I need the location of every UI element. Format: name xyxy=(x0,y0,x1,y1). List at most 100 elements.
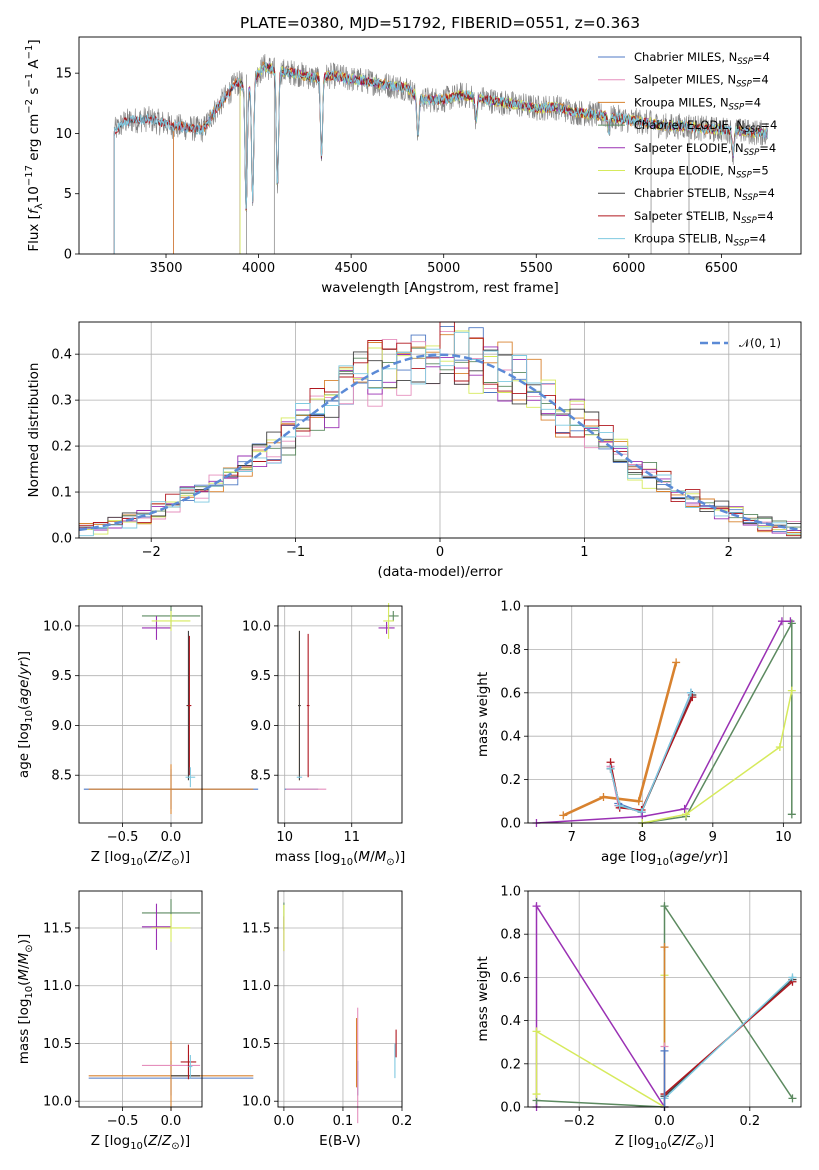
errorbar-salpeter-stelib xyxy=(187,635,192,776)
weight-marker xyxy=(637,808,646,817)
x-tick-label: 0.0 xyxy=(654,1114,675,1129)
legend-entry: Chabrier MILES, NSSP=4 xyxy=(634,50,770,67)
errorbar-chabrier-stelib xyxy=(298,630,301,781)
legend-entry: Kroupa ELODIE, NSSP=5 xyxy=(634,164,769,181)
errorbar-salpeter-elodie xyxy=(141,903,172,950)
errorbar-kroupa-stelib xyxy=(185,767,196,788)
x-tick-label: 0.0 xyxy=(161,1114,182,1129)
age-vs-Z-plot xyxy=(83,606,259,815)
x-tick-label: −0.5 xyxy=(107,1114,139,1129)
x-tick-label: 11 xyxy=(343,830,360,845)
weights-kroupa-stelib xyxy=(606,688,695,817)
y-tick-label: 0.8 xyxy=(500,643,521,658)
y-tick-label: 10.0 xyxy=(242,619,271,634)
legend-entry: Salpeter ELODIE, NSSP=4 xyxy=(634,141,776,158)
weight-marker xyxy=(660,1046,669,1055)
weight-marker xyxy=(634,797,643,806)
y-tick-label: 0.0 xyxy=(500,817,521,832)
mass-vs-Z-plot xyxy=(88,899,254,1111)
y-tick-label: 0.6 xyxy=(500,686,521,701)
weight-marker xyxy=(615,801,624,810)
weights-kroupa-stelib xyxy=(660,973,797,1103)
model-spectrum-kroupa-stelib xyxy=(113,62,768,254)
spectrum-panel: 3500 4000 4500 5000 5500 6000 6500 0 5 10 15 wavele… xyxy=(24,36,802,296)
errorbar-salpeter-elodie xyxy=(378,621,395,634)
residuals-legend: 𝒩(0, 1) xyxy=(700,336,781,350)
y-tick-label: 0 xyxy=(64,248,72,263)
age-vs-Z-x-label: Z [log10(Z/Z⊙)] xyxy=(91,849,190,868)
errorbar-kroupa-elodie xyxy=(151,610,191,631)
spectrum-x-label: wavelength [Angstrom, rest frame] xyxy=(321,280,559,296)
mass-vs-Z-y-label: mass [log10(M/M⊙)] xyxy=(16,934,35,1064)
errorbar-kroupa-stelib xyxy=(188,1055,193,1079)
spectrum-frame xyxy=(78,36,802,255)
weight-vs-Z-panel: −0.2 0.0 0.2 0.0 0.2 0.4 0.6 0.8 1.0 Z [log10(Z/Z… xyxy=(475,885,802,1152)
x-tick-label: 0 xyxy=(436,545,444,560)
x-tick-label: 0.1 xyxy=(333,1114,354,1129)
weight-vs-Z-plot xyxy=(532,902,797,1111)
age-vs-mass-frame xyxy=(277,605,403,824)
y-tick-label: 10.0 xyxy=(43,1095,72,1110)
residuals-x-label: (data-model)/error xyxy=(377,564,503,580)
errorbar-salpeter-stelib xyxy=(180,1044,197,1080)
mass-vs-EBV-panel: 0.0 0.1 0.2 10.0 10.5 11.0 11.5 E(B-V) xyxy=(242,890,412,1149)
y-tick-label: 11.0 xyxy=(43,979,72,994)
weights-kroupa-elodie xyxy=(638,686,796,827)
y-tick-label: 0.2 xyxy=(500,1057,521,1072)
weight-marker xyxy=(788,973,797,982)
weight-marker xyxy=(672,658,681,667)
mass-vs-EBV-frame xyxy=(277,890,403,1108)
weight-marker xyxy=(532,1090,541,1099)
y-tick-label: 10.5 xyxy=(43,1037,72,1052)
y-tick-label: 11.5 xyxy=(242,921,271,936)
histogram-chabrier-stelib xyxy=(79,349,801,528)
y-tick-label: 15 xyxy=(55,67,72,82)
x-tick-label: −0.5 xyxy=(107,830,139,845)
weight-marker xyxy=(599,792,608,801)
weight-marker xyxy=(777,617,786,626)
weight-vs-Z-x-label: Z [log10(Z/Z⊙)] xyxy=(615,1133,714,1152)
weight-marker xyxy=(787,686,796,695)
residuals-plot xyxy=(78,321,802,537)
mass-vs-Z-grid xyxy=(79,891,202,1107)
y-tick-label: 0.8 xyxy=(500,928,521,943)
weight-marker xyxy=(788,1094,797,1103)
weight-marker xyxy=(606,764,615,773)
weight-marker xyxy=(787,619,796,628)
figure-title: PLATE=0380, MJD=51792, FIBERID=0551, z=0… xyxy=(240,14,640,32)
x-tick-label: −0.2 xyxy=(563,1114,595,1129)
y-tick-label: 0.4 xyxy=(51,348,72,363)
age-vs-Z-grid xyxy=(79,606,202,823)
x-tick-label: 0.0 xyxy=(274,1114,295,1129)
mass-vs-Z-panel: −0.5 0.0 10.0 10.5 11.0 11.5 Z [log10(Z/Z⊙)] ma… xyxy=(16,890,254,1152)
weight-marker xyxy=(660,902,669,911)
age-vs-Z-y-label: age [log10(age/yr)] xyxy=(16,651,35,778)
weights-salpeter-elodie xyxy=(532,902,669,1111)
weights-kroupa-miles xyxy=(559,658,681,820)
y-tick-label: 0.2 xyxy=(500,773,521,788)
x-tick-label: 2 xyxy=(725,545,733,560)
y-tick-label: 0.4 xyxy=(500,1014,521,1029)
y-tick-label: 0.3 xyxy=(51,394,72,409)
y-tick-label: 0.0 xyxy=(500,1101,521,1116)
y-tick-label: 0.0 xyxy=(51,532,72,547)
legend-entry: Salpeter MILES, NSSP=4 xyxy=(634,73,769,90)
y-tick-label: 1.0 xyxy=(500,600,521,615)
x-tick-label: 1 xyxy=(580,545,588,560)
residuals-panel: −2 −1 0 1 2 0.0 0.1 0.2 0.3 0.4 (data-model)/error… xyxy=(26,321,802,580)
age-vs-Z-frame xyxy=(78,605,203,824)
age-vs-mass-x-label: mass [log10(M/M⊙)] xyxy=(275,849,405,868)
weight-vs-age-frame xyxy=(527,605,802,824)
residuals-y-label: Normed distribution xyxy=(26,363,42,498)
weight-marker xyxy=(660,943,669,952)
mass-vs-EBV-grid xyxy=(278,891,403,1107)
y-tick-label: 0.1 xyxy=(51,486,72,501)
errorbar-salpeter-stelib xyxy=(306,633,310,778)
y-tick-label: 11.5 xyxy=(43,921,72,936)
y-tick-label: 8.5 xyxy=(250,769,271,784)
x-tick-label: 5500 xyxy=(520,261,553,276)
normal-curve xyxy=(78,353,802,532)
y-tick-label: 11.0 xyxy=(242,979,271,994)
legend-entry: 𝒩(0, 1) xyxy=(739,336,781,350)
